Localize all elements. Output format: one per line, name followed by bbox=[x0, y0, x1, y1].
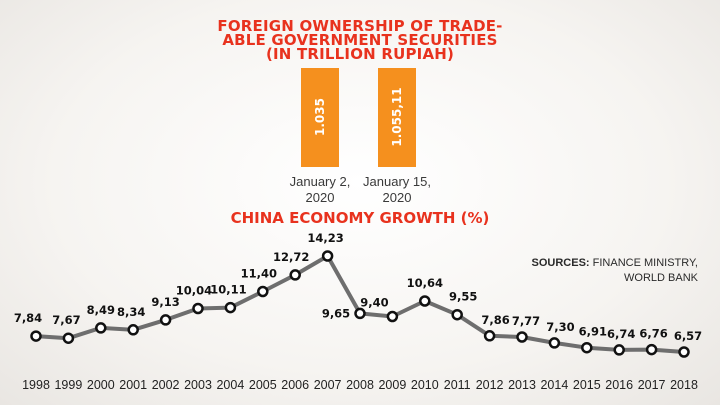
data-label-2015: 6,91 bbox=[579, 325, 607, 339]
x-tick-2004: 2004 bbox=[216, 378, 244, 392]
data-point-2012 bbox=[483, 330, 496, 342]
data-point-2014 bbox=[548, 337, 561, 349]
bar-chart-title-line1: FOREIGN OWNERSHIP OF TRADE- bbox=[217, 17, 503, 35]
x-tick-2016: 2016 bbox=[605, 378, 633, 392]
data-point-1998 bbox=[30, 330, 42, 342]
data-point-2000 bbox=[95, 322, 107, 334]
data-label-2003: 10,04 bbox=[176, 284, 212, 298]
x-tick-2002: 2002 bbox=[152, 378, 180, 392]
x-tick-2017: 2017 bbox=[638, 378, 666, 392]
data-label-1999: 7,67 bbox=[52, 313, 80, 327]
data-label-2014: 7,30 bbox=[546, 320, 574, 334]
data-point-2015 bbox=[581, 341, 593, 354]
x-tick-2009: 2009 bbox=[378, 378, 406, 392]
data-point-2005 bbox=[257, 285, 269, 298]
data-label-2000: 8,49 bbox=[87, 303, 115, 317]
x-tick-2006: 2006 bbox=[281, 378, 309, 392]
data-point-2016 bbox=[613, 344, 625, 356]
sources-label: SOURCES: bbox=[531, 257, 590, 269]
x-tick-2013: 2013 bbox=[508, 378, 536, 392]
data-label-2005: 11,40 bbox=[241, 267, 277, 281]
bar-date-january-2: January 2, 2020 bbox=[275, 174, 365, 206]
data-label-2001: 8,34 bbox=[117, 305, 145, 319]
data-label-2016: 6,74 bbox=[607, 327, 635, 341]
x-tick-2008: 2008 bbox=[346, 378, 374, 392]
x-tick-1998: 1998 bbox=[22, 378, 50, 392]
x-tick-2001: 2001 bbox=[119, 378, 147, 392]
bar-january-2 bbox=[301, 68, 339, 167]
data-label-2002: 9,13 bbox=[151, 295, 179, 309]
data-label-2008: 9,65 bbox=[322, 306, 350, 320]
bar-date-line1: January 15, bbox=[363, 174, 431, 189]
data-label-2009: 9,40 bbox=[360, 296, 388, 310]
data-label-2011: 9,55 bbox=[449, 290, 477, 304]
data-point-2018 bbox=[678, 346, 690, 358]
x-tick-2012: 2012 bbox=[476, 378, 504, 392]
bar-date-january-15: January 15, 2020 bbox=[352, 174, 442, 206]
data-label-2004: 10,11 bbox=[210, 283, 246, 297]
data-point-2010 bbox=[419, 295, 431, 307]
data-point-2003 bbox=[192, 302, 204, 315]
sources-text2: WORLD BANK bbox=[624, 272, 698, 284]
x-tick-2011: 2011 bbox=[444, 378, 471, 392]
data-point-2017 bbox=[645, 343, 658, 356]
x-tick-2015: 2015 bbox=[573, 378, 601, 392]
data-point-2013 bbox=[516, 331, 528, 343]
bar-january-15 bbox=[378, 68, 416, 167]
data-point-2002 bbox=[159, 314, 172, 326]
data-point-1999 bbox=[62, 332, 75, 344]
x-tick-2010: 2010 bbox=[411, 378, 439, 392]
x-tick-2005: 2005 bbox=[249, 378, 277, 392]
x-tick-2018: 2018 bbox=[670, 378, 698, 392]
data-point-2008 bbox=[354, 307, 366, 320]
x-tick-2000: 2000 bbox=[87, 378, 115, 392]
data-label-2018: 6,57 bbox=[674, 329, 702, 343]
data-point-2011 bbox=[451, 308, 463, 321]
bar-chart-title-line3: (IN TRILLION RUPIAH) bbox=[265, 45, 455, 63]
bar-date-line2: 2020 bbox=[305, 190, 335, 205]
x-tick-2007: 2007 bbox=[314, 378, 342, 392]
line-chart-title: CHINA ECONOMY GROWTH (%) bbox=[230, 209, 490, 227]
data-label-2012: 7,86 bbox=[481, 313, 509, 327]
data-label-2010: 10,64 bbox=[407, 276, 443, 290]
data-label-1998: 7,84 bbox=[14, 311, 42, 325]
sources-note: SOURCES: FINANCE MINISTRY, WORLD BANK bbox=[532, 256, 698, 286]
bar-date-line1: January 2, bbox=[289, 174, 351, 189]
bar-date-line2: 2020 bbox=[382, 190, 412, 205]
x-tick-2003: 2003 bbox=[184, 378, 212, 392]
data-point-2004 bbox=[224, 301, 237, 314]
x-tick-1999: 1999 bbox=[54, 378, 82, 392]
data-point-2009 bbox=[386, 310, 399, 323]
data-label-2013: 7,77 bbox=[512, 314, 540, 328]
data-label-2017: 6,76 bbox=[639, 327, 667, 341]
sources-text1: FINANCE MINISTRY, bbox=[592, 257, 698, 269]
data-point-2001 bbox=[127, 324, 139, 336]
data-label-2006: 12,72 bbox=[273, 250, 309, 264]
data-point-2006 bbox=[289, 269, 301, 281]
bar-chart-title-line2: ABLE GOVERNMENT SECURITIES bbox=[222, 31, 498, 49]
x-tick-2014: 2014 bbox=[540, 378, 568, 392]
data-label-2007: 14,23 bbox=[307, 231, 343, 245]
data-point-2007 bbox=[321, 250, 334, 262]
